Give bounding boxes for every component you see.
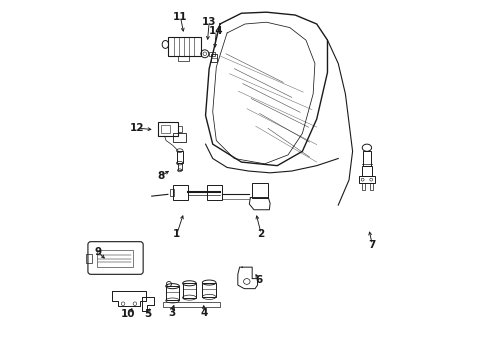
Bar xyxy=(359,176,375,183)
Bar xyxy=(86,254,92,263)
Text: 7: 7 xyxy=(368,239,376,249)
Bar xyxy=(362,166,372,176)
Text: 2: 2 xyxy=(258,229,265,239)
Bar xyxy=(161,125,170,133)
Text: 3: 3 xyxy=(168,308,175,318)
Bar xyxy=(170,189,174,196)
Text: 1: 1 xyxy=(173,229,180,239)
Bar xyxy=(207,185,221,200)
Bar xyxy=(178,163,181,170)
Bar xyxy=(178,56,189,60)
Text: 13: 13 xyxy=(202,17,217,27)
Bar xyxy=(158,122,178,135)
Bar xyxy=(211,54,217,62)
Bar xyxy=(176,150,183,163)
Text: 4: 4 xyxy=(200,308,207,318)
Bar xyxy=(362,183,365,190)
Bar xyxy=(183,283,196,298)
Bar xyxy=(168,37,200,56)
Text: 9: 9 xyxy=(95,247,101,257)
Bar xyxy=(173,185,188,200)
Text: 8: 8 xyxy=(157,171,164,181)
Text: 10: 10 xyxy=(121,310,136,319)
Text: 12: 12 xyxy=(129,123,144,133)
Bar xyxy=(252,183,269,198)
Bar xyxy=(209,51,215,56)
Bar xyxy=(178,126,181,132)
Bar xyxy=(202,283,216,297)
Text: 11: 11 xyxy=(173,12,188,22)
Bar xyxy=(370,183,373,190)
Bar xyxy=(97,250,133,267)
Bar xyxy=(363,151,371,166)
Text: 6: 6 xyxy=(256,275,263,285)
Text: 14: 14 xyxy=(209,26,223,36)
Bar xyxy=(166,286,179,301)
Text: 5: 5 xyxy=(144,310,151,319)
Bar xyxy=(173,134,186,142)
Bar xyxy=(163,302,220,307)
